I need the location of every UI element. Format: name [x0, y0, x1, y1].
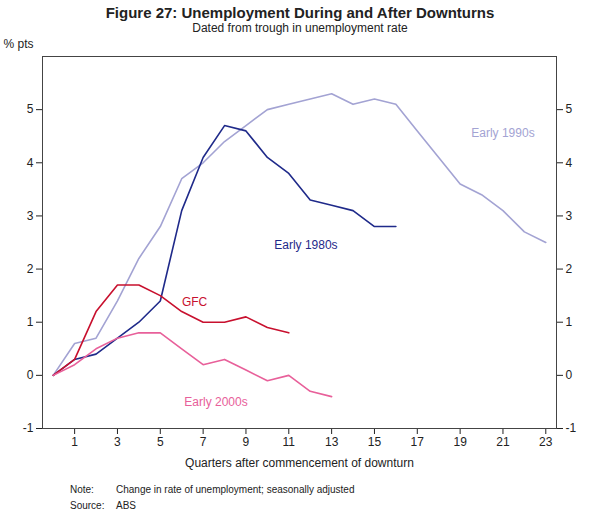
svg-text:% pts: % pts — [4, 37, 34, 51]
svg-text:4: 4 — [566, 156, 573, 170]
svg-text:2: 2 — [566, 262, 573, 276]
svg-text:19: 19 — [453, 435, 467, 449]
svg-text:1: 1 — [27, 315, 34, 329]
svg-text:0: 0 — [27, 368, 34, 382]
svg-text:11: 11 — [283, 435, 296, 449]
html-text:Figure 27: Unemployment During: Figure 27: Unemployment During and After… — [105, 4, 495, 21]
svg-text:-1: -1 — [566, 421, 577, 435]
html-text:Dated from trough in unemploym: Dated from trough in unemployment rate — [192, 21, 408, 35]
svg-text:23: 23 — [539, 435, 553, 449]
svg-text:15: 15 — [368, 435, 382, 449]
svg-text:13: 13 — [325, 435, 339, 449]
svg-text:3: 3 — [27, 209, 34, 223]
svg-text:0: 0 — [566, 368, 573, 382]
svg-text:17: 17 — [411, 435, 425, 449]
svg-text:5: 5 — [157, 435, 164, 449]
svg-text:-1: -1 — [23, 421, 34, 435]
svg-text:7: 7 — [200, 435, 207, 449]
svg-text:5: 5 — [566, 102, 573, 116]
svg-text:1: 1 — [566, 315, 573, 329]
svg-text:1: 1 — [71, 435, 78, 449]
svg-text:5: 5 — [27, 102, 34, 116]
svg-text:GFC: GFC — [182, 295, 208, 309]
html-text:Note:: Note: — [70, 484, 94, 495]
svg-text:Early 1990s: Early 1990s — [471, 126, 534, 140]
svg-text:21: 21 — [496, 435, 510, 449]
svg-text:Early 2000s: Early 2000s — [184, 395, 247, 409]
svg-text:3: 3 — [114, 435, 121, 449]
svg-text:Early 1980s: Early 1980s — [274, 238, 337, 252]
svg-text:3: 3 — [566, 209, 573, 223]
svg-text:9: 9 — [243, 435, 250, 449]
html-text:ABS: ABS — [116, 500, 136, 511]
html-text:Change in rate of unemployment: Change in rate of unemployment; seasonal… — [116, 484, 355, 495]
html-text:Source:: Source: — [70, 500, 105, 511]
svg-text:4: 4 — [27, 156, 34, 170]
svg-text:2: 2 — [27, 262, 34, 276]
svg-text:Quarters after commencement of: Quarters after commencement of downturn — [185, 456, 414, 470]
